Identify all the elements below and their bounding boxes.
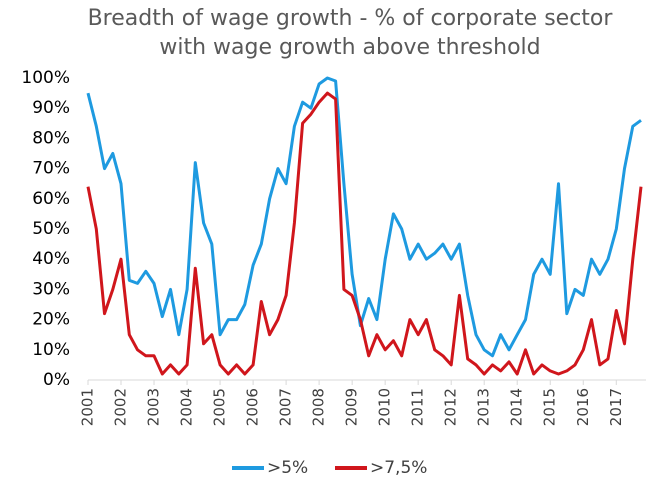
x-tick-label: 2013 [475,388,493,426]
x-tick-label: 2017 [607,388,625,426]
y-tick-label: 20% [32,310,70,330]
y-tick-label: 0% [43,370,70,390]
x-tick-label: 2008 [310,388,328,426]
y-tick-label: 100% [21,68,70,88]
legend-label: >7,5% [370,458,427,478]
x-tick-label: 2003 [145,388,163,426]
x-tick-label: 2016 [574,388,592,426]
x-tick-label: 2004 [178,388,196,426]
x-tick-label: 2007 [277,388,295,426]
x-tick-label: 2014 [508,388,526,426]
y-tick-label: 90% [32,98,70,118]
y-tick-label: 10% [32,340,70,360]
x-tick-label: 2001 [79,388,97,426]
series-line [86,76,642,358]
legend-label: >5% [267,458,308,478]
x-tick-label: 2006 [244,388,262,426]
x-tick-label: 2005 [211,388,229,426]
x-tick-label: 2009 [343,388,361,426]
chart-title: Breadth of wage growth - % of corporate … [87,6,613,60]
x-tick-label: 2012 [442,388,460,426]
y-tick-label: 50% [32,219,70,239]
y-tick-label: 70% [32,159,70,179]
y-tick-label: 60% [32,189,70,209]
x-tick-label: 2010 [376,388,394,426]
y-tick-label: 40% [32,249,70,269]
x-tick-label: 2011 [409,388,427,426]
y-tick-label: 30% [32,279,70,299]
x-tick-label: 2002 [112,388,130,426]
y-tick-label: 80% [32,128,70,148]
series-line [86,91,643,376]
x-tick-label: 2015 [541,388,559,426]
